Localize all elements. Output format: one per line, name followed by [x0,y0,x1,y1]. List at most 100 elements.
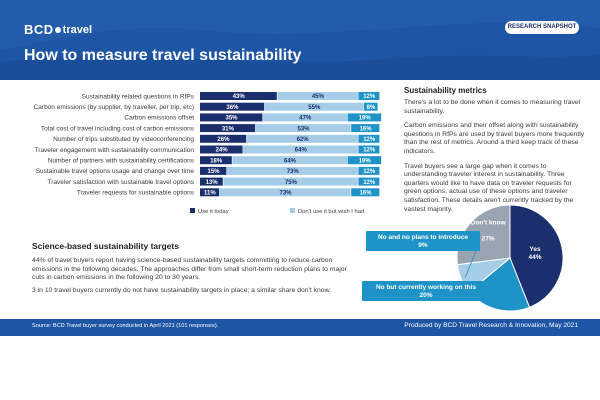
category-label: Total cost of travel including cost of c… [41,125,195,132]
bar-value-label: 31% [222,126,235,132]
bar-segment [200,145,243,154]
page-title: How to measure travel sustainability [24,47,302,64]
bar-value-label: 18% [210,158,223,164]
bar-value-label: 45% [312,94,325,100]
bar-value-label: 64% [284,158,297,164]
footer-bar: Source: BCD Travel buyer survey conducte… [0,319,600,336]
bar-segment [264,102,364,111]
bar-segment [255,124,351,133]
bar-segment [227,166,358,175]
legend-label: Use it today [198,209,229,215]
bar-segment [243,145,358,154]
bar-value-label: 12% [363,148,376,154]
bar-segment [358,134,380,143]
bar-segment [351,188,380,197]
category-label: Sustainable travel options usage and cha… [36,168,195,175]
logo-dot-icon [54,26,61,33]
bar-value-label: 16% [360,126,373,132]
pie-slice [509,204,564,308]
category-label: Traveler engagement with sustainability … [35,147,195,154]
bar-value-label: 36% [226,105,239,111]
category-label: Number of trips substituted by videoconf… [53,136,194,143]
bar-segment [200,134,247,143]
science-paragraph-2: 3 in 10 travel buyers currently do not h… [32,286,332,294]
bar-value-label: 24% [216,148,229,154]
bar-segment [347,113,382,122]
bar-value-label: 47% [299,116,312,122]
pie-slice-label: No and no plans to introduce 9% [378,234,468,249]
bar-value-label: 12% [363,137,376,143]
bar-segment [200,113,263,122]
bar-segment [363,102,378,111]
bar-value-label: 13% [206,180,219,186]
bar-segment [246,134,358,143]
legend-swatch [290,208,295,213]
bcd-travel-logo: BCD travel [24,22,92,37]
bar-value-label: 53% [297,126,310,132]
pie-slice-value: 9% [418,242,428,249]
callout-box [366,231,480,251]
bar-value-label: 12% [363,169,376,175]
bar-segment [200,156,232,165]
header-banner: BCD travel RESEARCH SNAPSHOT How to meas… [0,0,600,80]
bar-value-label: 75% [285,180,298,186]
category-label: Carbon emissions (by supplier, by travel… [34,104,194,111]
research-snapshot-badge: RESEARCH SNAPSHOT [505,21,579,34]
bar-segment [200,166,227,175]
science-targets-section: Science-based sustainability targets 44%… [32,241,352,299]
category-label: Traveler satisfaction with sustainable t… [48,179,195,186]
bar-segment [232,156,347,165]
bar-value-label: 73% [287,169,300,175]
bar-value-label: 55% [308,105,321,111]
metrics-paragraph-3: Travel buyers see a large gap when it co… [404,162,574,213]
category-label: Sustainability related questions in RfPs [82,93,195,100]
bar-segment [358,92,380,100]
metrics-paragraph-1: There's a lot to be done when it comes t… [404,99,581,115]
bar-segment [277,92,358,100]
header-wave-decoration [0,0,600,80]
footer-produced: Produced by BCD Travel Research & Innova… [404,322,578,329]
bar-value-label: 64% [295,148,308,154]
bar-value-label: 11% [204,191,216,197]
bar-value-label: 8% [367,105,376,111]
footer-source: Source: BCD Travel buyer survey conducte… [32,323,219,329]
pie-slice-value: 44% [528,254,541,261]
bar-segment [219,188,351,197]
legend-swatch [190,208,195,213]
targets-pie-chart: Yes 44% Don't know 27%No and no plans to in… [362,204,564,312]
category-label: Number of partners with sustainability c… [48,158,195,165]
metrics-heading: Sustainability metrics [404,86,487,95]
bar-segment [200,102,265,111]
sustainability-metrics-panel: Sustainability metrics There's a lot to … [404,86,588,220]
bar-value-label: 12% [363,180,376,186]
pie-slice-label: Yes 44% [528,246,541,261]
bar-segment [358,145,380,154]
bar-segment [358,177,380,186]
bar-value-label: 19% [359,158,372,164]
bar-value-label: 16% [360,191,373,197]
bar-segment [200,188,220,197]
metrics-paragraph-2: Carbon emissions and their offset along … [404,122,585,155]
callout-line [489,290,499,306]
legend-label: Don't use it but wish I had [298,209,364,215]
science-paragraph-1: 44% of travel buyers report having scien… [32,257,347,282]
bar-value-label: 12% [363,94,376,100]
bar-segment [200,124,256,133]
bar-segment [263,113,347,122]
pie-slice-value: 20% [419,292,432,299]
science-heading: Science-based sustainability targets [32,241,179,251]
bar-segment [358,166,380,175]
pie-slice-label: No but currently working on this 20% [376,284,476,299]
bar-value-label: 43% [233,94,246,100]
bar-segment [347,156,382,165]
bar-value-label: 35% [225,116,238,122]
bar-value-label: 15% [207,169,220,175]
logo-suffix: travel [62,23,93,36]
category-label: Carbon emissions offset [124,115,194,122]
bar-segment [351,124,380,133]
callout-box [362,281,490,301]
pie-slice-label: Don't know 27% [471,220,507,243]
bar-value-label: 26% [217,137,230,143]
bar-segment [200,92,277,100]
